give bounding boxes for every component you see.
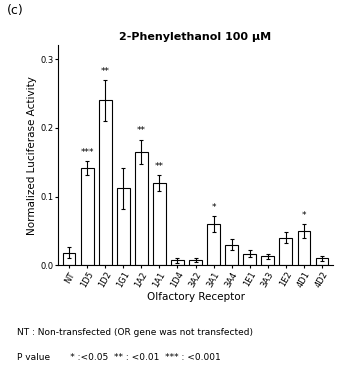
Text: NT : Non-transfected (OR gene was not transfected): NT : Non-transfected (OR gene was not tr… [17,328,253,337]
Bar [243,254,256,265]
Title: 2-Phenylethanol 100 μM: 2-Phenylethanol 100 μM [119,32,272,42]
Bar [135,152,148,265]
Text: **: ** [101,67,110,76]
Bar [316,258,328,265]
Text: (c): (c) [7,4,24,17]
Bar [261,256,274,265]
Text: **: ** [155,161,164,171]
Bar [171,260,184,265]
Bar [280,238,292,265]
X-axis label: Olfactory Receptor: Olfactory Receptor [146,292,245,302]
Bar [117,188,130,265]
Bar [153,183,166,265]
Text: *: * [211,203,216,212]
Bar [81,168,94,265]
Bar [225,245,238,265]
Bar [189,260,202,265]
Bar [207,224,220,265]
Text: **: ** [137,127,146,135]
Y-axis label: Normalized Luciferase Activity: Normalized Luciferase Activity [27,76,37,235]
Bar [99,100,111,265]
Text: *: * [301,211,306,220]
Bar [63,253,75,265]
Text: P value       * :<0.05  ** : <0.01  *** : <0.001: P value * :<0.05 ** : <0.01 *** : <0.001 [17,353,221,362]
Bar [297,231,310,265]
Text: ***: *** [81,148,94,157]
